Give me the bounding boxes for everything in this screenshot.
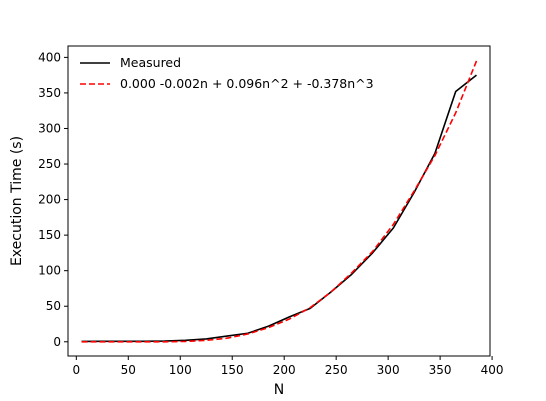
x-tick-label: 200 [273,363,296,377]
y-tick-label: 100 [38,264,61,278]
y-tick-label: 250 [38,157,61,171]
x-axis-label: N [274,382,284,398]
legend-label-fit: 0.000 -0.002n + 0.096n^2 + -0.378n^3 [120,76,374,91]
y-tick-label: 200 [38,193,61,207]
legend: Measured 0.000 -0.002n + 0.096n^2 + -0.37… [80,55,374,91]
y-tick-label: 0 [53,335,61,349]
x-tick-label: 0 [72,363,80,377]
axes-frame [67,45,491,357]
x-tick-label: 50 [121,363,136,377]
y-axis-label: Execution Time (s) [9,136,25,266]
axes: 0 50 100 150 200 250 300 350 400 0 50 100 150 200 250 3… [38,45,504,377]
y-tick-label: 400 [38,50,61,64]
x-tick-label: 100 [169,363,192,377]
fit-series-line [81,60,478,343]
x-tick-label: 150 [221,363,244,377]
plot-area [81,60,478,343]
x-tick-label: 400 [481,363,504,377]
y-tick-label: 50 [46,299,61,313]
y-tick-label: 350 [38,86,61,100]
x-tick-label: 350 [429,363,452,377]
y-tick-label: 300 [38,121,61,135]
x-tick-label: 300 [377,363,400,377]
y-tick-label: 150 [38,228,61,242]
x-tick-label: 250 [325,363,348,377]
legend-label-measured: Measured [120,55,181,70]
